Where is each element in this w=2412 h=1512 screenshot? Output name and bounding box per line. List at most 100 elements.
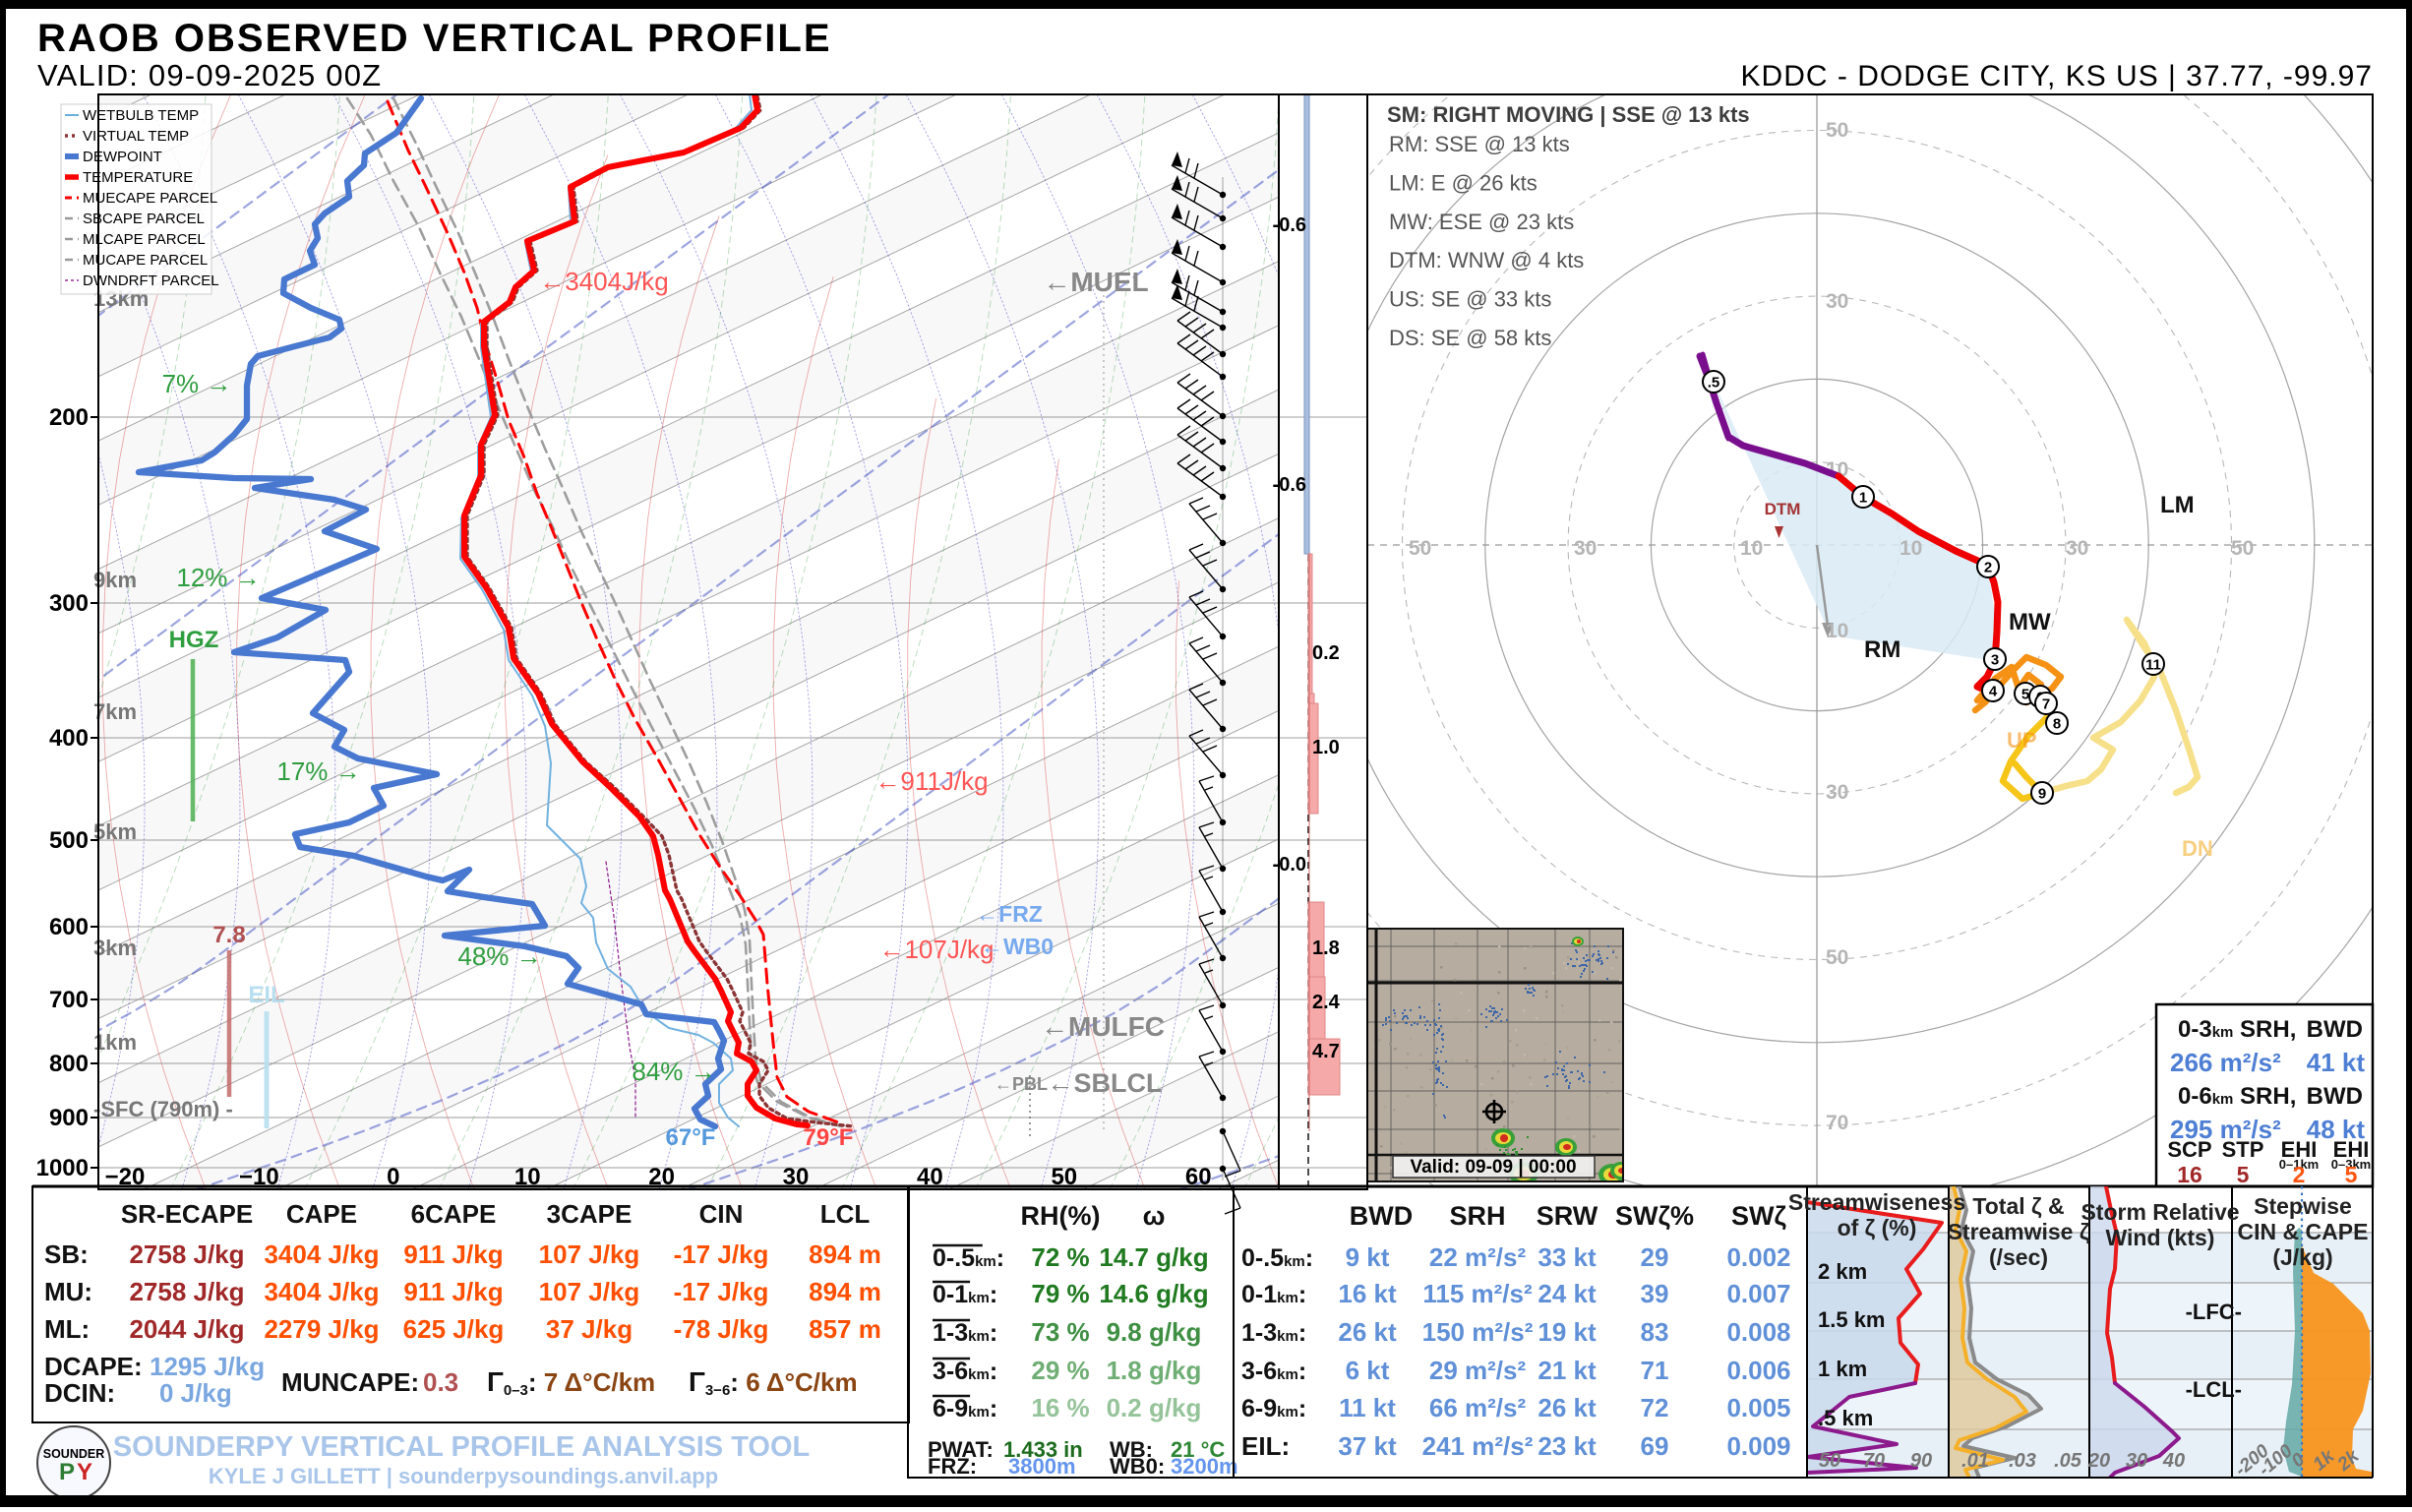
- svg-text:2279 J/kg: 2279 J/kg: [264, 1314, 379, 1344]
- svg-text:9: 9: [2038, 786, 2046, 803]
- svg-text:SOUNDER: SOUNDER: [43, 1447, 105, 1461]
- svg-text:.01: .01: [1961, 1450, 1989, 1472]
- svg-text:EIL: EIL: [248, 982, 284, 1008]
- svg-text:83: 83: [1641, 1317, 1669, 1347]
- svg-text:0.2: 0.2: [1312, 642, 1340, 664]
- svg-text:21 kt: 21 kt: [1538, 1356, 1597, 1385]
- svg-text:Valid: 09-09 | 00:00: Valid: 09-09 | 00:00: [1410, 1157, 1576, 1178]
- svg-text:MW: MW: [2009, 609, 2051, 635]
- svg-text:9.8 g/kg: 9.8 g/kg: [1107, 1317, 1202, 1347]
- svg-text:RM: RM: [1864, 636, 1900, 663]
- svg-text:SWζ: SWζ: [1731, 1201, 1786, 1231]
- svg-text:2: 2: [1984, 560, 1992, 576]
- svg-text:700: 700: [49, 987, 89, 1013]
- svg-text:0: 0: [387, 1164, 399, 1190]
- svg-text:37 kt: 37 kt: [1338, 1431, 1397, 1461]
- svg-text:2: 2: [2293, 1162, 2306, 1187]
- svg-text:1 km: 1 km: [1818, 1357, 1867, 1381]
- svg-text:2 km: 2 km: [1818, 1259, 1867, 1284]
- svg-text:3CAPE: 3CAPE: [547, 1199, 633, 1229]
- svg-text:WETBULB TEMP: WETBULB TEMP: [83, 107, 199, 124]
- svg-text:66 m²/s²: 66 m²/s²: [1429, 1393, 1527, 1422]
- svg-text:(/sec): (/sec): [1989, 1244, 2048, 1270]
- svg-text:30: 30: [1574, 537, 1597, 560]
- svg-text:-17 J/kg: -17 J/kg: [674, 1277, 769, 1306]
- svg-text:22 m²/s²: 22 m²/s²: [1429, 1242, 1527, 1272]
- svg-text:MUECAPE PARCEL: MUECAPE PARCEL: [83, 190, 217, 207]
- svg-text:0.002: 0.002: [1726, 1242, 1790, 1272]
- svg-text:MU:: MU:: [44, 1277, 92, 1306]
- svg-text:107 J/kg: 107 J/kg: [539, 1240, 640, 1269]
- svg-text:.5 km: .5 km: [1818, 1406, 1873, 1430]
- svg-text:of ζ (%): of ζ (%): [1838, 1215, 1917, 1240]
- svg-text:29 m²/s²: 29 m²/s²: [1429, 1356, 1527, 1385]
- svg-text:3-6km:: 3-6km:: [1241, 1358, 1306, 1385]
- svg-text:857 m: 857 m: [809, 1314, 881, 1344]
- svg-text:37 J/kg: 37 J/kg: [546, 1314, 633, 1344]
- svg-text:29: 29: [1641, 1242, 1669, 1272]
- svg-text:DN: DN: [2182, 836, 2213, 861]
- svg-text:0.005: 0.005: [1726, 1393, 1790, 1422]
- svg-text:.03: .03: [2009, 1450, 2036, 1472]
- svg-text:2.4: 2.4: [1312, 992, 1341, 1013]
- svg-text:30: 30: [1826, 781, 1848, 804]
- svg-text:1.8 g/kg: 1.8 g/kg: [1107, 1356, 1202, 1385]
- svg-text:10: 10: [1899, 537, 1922, 560]
- svg-text:26 kt: 26 kt: [1538, 1393, 1597, 1422]
- svg-text:84% →: 84% →: [632, 1057, 715, 1086]
- svg-text:SRW: SRW: [1537, 1201, 1598, 1231]
- svg-text:1.5 km: 1.5 km: [1818, 1307, 1886, 1332]
- svg-text:LCL: LCL: [820, 1199, 871, 1229]
- svg-text:0 J/kg: 0 J/kg: [159, 1378, 232, 1408]
- svg-text:48 kt: 48 kt: [2307, 1115, 2366, 1144]
- svg-text:DEWPOINT: DEWPOINT: [83, 149, 162, 165]
- svg-text:SM: RIGHT MOVING | SSE @ 13 kt: SM: RIGHT MOVING | SSE @ 13 kts: [1387, 102, 1750, 127]
- svg-text:Γ3−6: 6 Δ°C/km: Γ3−6: 6 Δ°C/km: [689, 1366, 858, 1399]
- svg-text:←MULFC: ←MULFC: [1041, 1011, 1165, 1042]
- svg-text:79°F: 79°F: [804, 1124, 854, 1151]
- svg-text:16 kt: 16 kt: [1338, 1279, 1397, 1308]
- svg-text:14.6 g/kg: 14.6 g/kg: [1099, 1279, 1208, 1308]
- svg-text:50: 50: [2231, 537, 2254, 560]
- svg-text:48% →: 48% →: [457, 941, 541, 971]
- svg-text:3km: 3km: [93, 936, 137, 960]
- svg-text:5: 5: [2021, 687, 2029, 703]
- svg-text:SCP: SCP: [2167, 1137, 2211, 1162]
- svg-text:←107J/kg: ←107J/kg: [878, 935, 994, 964]
- svg-text:0.006: 0.006: [1726, 1356, 1790, 1385]
- svg-text:69: 69: [1641, 1431, 1669, 1461]
- svg-text:26 kt: 26 kt: [1338, 1317, 1397, 1347]
- svg-text:90: 90: [1910, 1450, 1932, 1472]
- svg-text:MLCAPE PARCEL: MLCAPE PARCEL: [83, 231, 206, 248]
- svg-text:STP: STP: [2222, 1137, 2264, 1162]
- svg-text:EIL:: EIL:: [1241, 1431, 1290, 1461]
- svg-text:.05: .05: [2054, 1450, 2082, 1472]
- svg-text:1-3km:: 1-3km:: [1241, 1319, 1306, 1347]
- svg-text:911 J/kg: 911 J/kg: [403, 1277, 503, 1306]
- svg-text:Γ0–3: 7 Δ°C/km: Γ0–3: 7 Δ°C/km: [487, 1366, 655, 1399]
- svg-text:0-1km:: 0-1km:: [933, 1281, 997, 1308]
- svg-text:0.2 g/kg: 0.2 g/kg: [1107, 1393, 1202, 1422]
- svg-text:BWD: BWD: [2307, 1016, 2363, 1043]
- svg-text:←911J/kg: ←911J/kg: [874, 766, 988, 796]
- svg-text:CIN & CAPE: CIN & CAPE: [2238, 1219, 2369, 1244]
- svg-text:3404 J/kg: 3404 J/kg: [264, 1277, 379, 1306]
- svg-text:30: 30: [2126, 1450, 2147, 1472]
- svg-text:11: 11: [2145, 657, 2161, 674]
- svg-text:6-9km:: 6-9km:: [1241, 1395, 1306, 1422]
- svg-text:79 %: 79 %: [1031, 1279, 1089, 1308]
- svg-text:300: 300: [49, 590, 89, 617]
- svg-text:1.0: 1.0: [1312, 737, 1340, 758]
- svg-text:107 J/kg: 107 J/kg: [539, 1277, 640, 1306]
- svg-text:-0.6: -0.6: [1273, 474, 1306, 496]
- svg-text:5: 5: [2237, 1162, 2250, 1187]
- svg-text:7% →: 7% →: [162, 369, 232, 398]
- svg-text:BWD: BWD: [1350, 1201, 1413, 1231]
- svg-text:0.009: 0.009: [1726, 1431, 1790, 1461]
- svg-text:ω: ω: [1143, 1201, 1166, 1231]
- svg-text:LM: LM: [2160, 492, 2195, 518]
- svg-text:295 m²/s²: 295 m²/s²: [2170, 1115, 2281, 1144]
- svg-text:16: 16: [2177, 1162, 2202, 1187]
- svg-text:0.007: 0.007: [1726, 1279, 1790, 1308]
- svg-text:14.7 g/kg: 14.7 g/kg: [1099, 1242, 1208, 1272]
